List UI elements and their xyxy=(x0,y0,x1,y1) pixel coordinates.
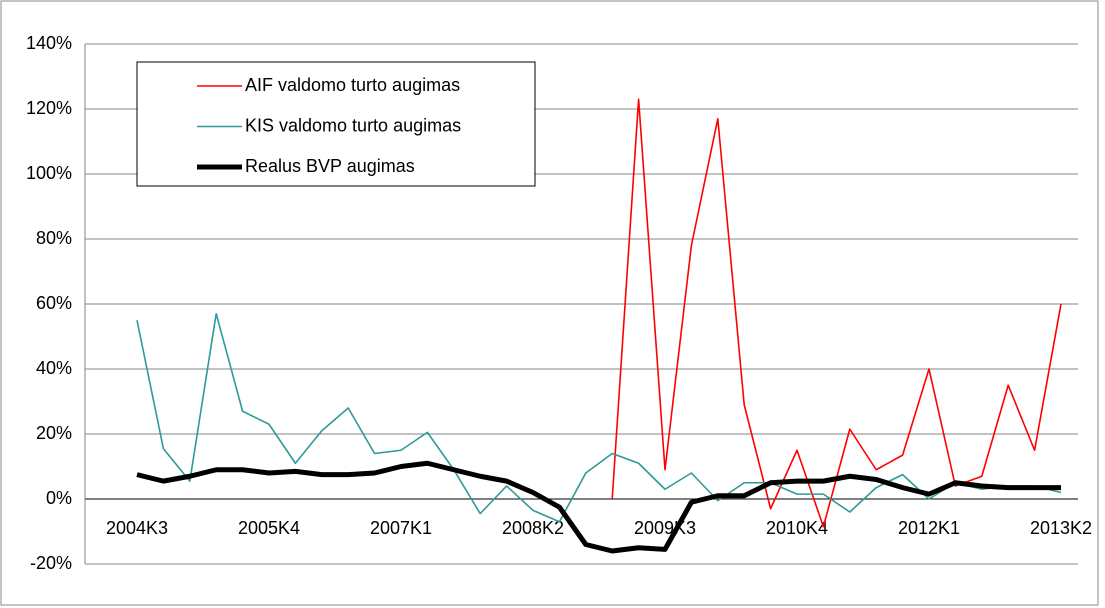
y-tick-label: 20% xyxy=(36,423,72,443)
y-tick-label: 0% xyxy=(46,488,72,508)
x-tick-label: 2010K4 xyxy=(766,518,828,538)
legend-label: KIS valdomo turto augimas xyxy=(245,115,461,135)
y-tick-label: 120% xyxy=(26,98,72,118)
y-tick-label: 140% xyxy=(26,33,72,53)
x-tick-label: 2008K2 xyxy=(502,518,564,538)
x-tick-label: 2013K2 xyxy=(1030,518,1092,538)
legend-label: AIF valdomo turto augimas xyxy=(245,75,460,95)
legend-label: Realus BVP augimas xyxy=(245,156,415,176)
y-tick-label: 100% xyxy=(26,163,72,183)
series-line xyxy=(136,460,1061,554)
y-tick-label: 60% xyxy=(36,293,72,313)
x-tick-label: 2004K3 xyxy=(106,518,168,538)
x-tick-label: 2005K4 xyxy=(238,518,300,538)
x-tick-label: 2012K1 xyxy=(898,518,960,538)
y-tick-label: 80% xyxy=(36,228,72,248)
y-tick-label: 40% xyxy=(36,358,72,378)
x-tick-label: 2009K3 xyxy=(634,518,696,538)
x-tick-label: 2007K1 xyxy=(370,518,432,538)
y-tick-label: -20% xyxy=(30,553,72,573)
series-line xyxy=(136,312,1062,523)
